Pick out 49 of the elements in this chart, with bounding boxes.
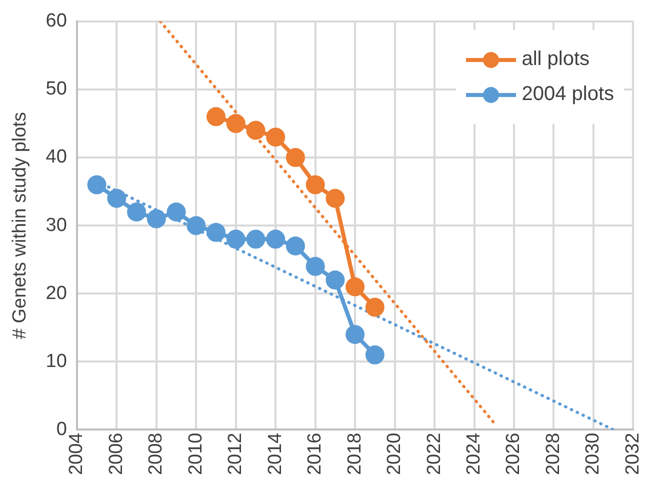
y-tick-label: 50 xyxy=(46,78,67,100)
x-tick-label: 2024 xyxy=(464,432,484,476)
point xyxy=(346,277,365,296)
point xyxy=(87,175,106,194)
x-tick-label: 2020 xyxy=(384,432,406,476)
point xyxy=(226,114,246,133)
point xyxy=(146,209,166,228)
point xyxy=(127,202,146,222)
point xyxy=(226,230,246,249)
point xyxy=(306,256,325,276)
x-tick-label: 2018 xyxy=(344,432,366,476)
y-tick-label: 0 xyxy=(56,418,67,440)
legend-label: all plots xyxy=(522,48,590,71)
point xyxy=(326,270,345,290)
x-tick-label: 2012 xyxy=(225,432,246,476)
x-tick-label: 2006 xyxy=(106,432,127,476)
x-tick-label: 2010 xyxy=(185,432,206,476)
point xyxy=(286,236,305,256)
y-tick-label: 40 xyxy=(46,146,67,168)
x-tick-label: 2026 xyxy=(503,432,524,476)
y-tick-label: 60 xyxy=(46,10,67,32)
x-tick-label: 2030 xyxy=(582,432,604,476)
point xyxy=(166,202,186,222)
x-tick-label: 2016 xyxy=(304,432,326,476)
x-tick-label: 2004 xyxy=(66,432,88,476)
point xyxy=(206,222,226,242)
point xyxy=(246,120,266,140)
legend-label: 2004 plots xyxy=(522,83,614,106)
y-tick-label: 10 xyxy=(46,350,67,372)
y-axis-title: # Genets within study plots xyxy=(10,112,31,340)
point xyxy=(286,148,305,168)
y-tick-label: 20 xyxy=(46,282,67,304)
point xyxy=(306,175,325,194)
point xyxy=(246,230,266,249)
point xyxy=(206,107,226,126)
point xyxy=(107,188,126,208)
point xyxy=(326,188,345,208)
point xyxy=(365,345,384,364)
point xyxy=(186,216,206,236)
point xyxy=(365,298,384,317)
y-tick-label: 30 xyxy=(46,214,67,236)
point xyxy=(346,324,365,344)
x-tick-label: 2022 xyxy=(424,432,445,476)
x-tick-label: 2032 xyxy=(622,432,644,476)
x-tick-label: 2014 xyxy=(264,432,286,476)
x-tick-label: 2008 xyxy=(146,432,167,476)
point xyxy=(266,128,286,147)
point xyxy=(266,230,286,249)
x-tick-label: 2028 xyxy=(542,432,564,476)
